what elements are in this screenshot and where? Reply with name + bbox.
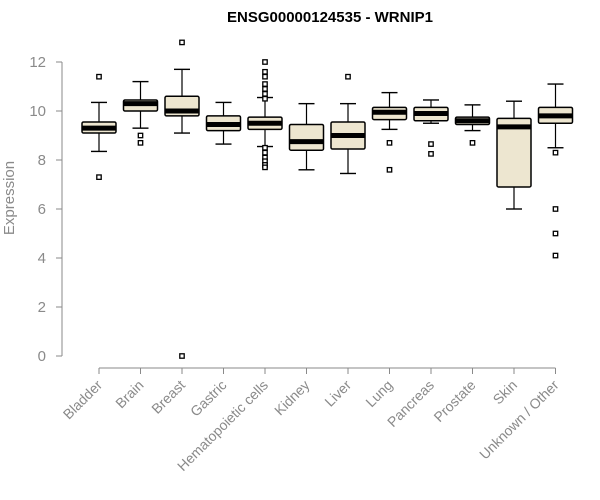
outlier-point [386,139,393,146]
x-tick-label: Lung [362,377,395,410]
box-group [164,39,200,359]
x-tick-label: Prostate [430,377,478,425]
y-tick-label: 0 [38,348,46,365]
chart-title: ENSG00000124535 - WRNIP1 [227,9,433,26]
outlier-point [262,95,268,102]
outlier-point [386,166,393,173]
outlier-point [428,141,434,147]
x-tick-label: Skin [490,377,521,408]
y-axis-label: Expression [1,161,18,235]
outlier-point [96,174,102,180]
box-group [371,91,408,173]
outlier-point [262,91,268,97]
outlier-point [262,144,268,151]
y-tick-label: 8 [38,152,46,169]
box-group [454,104,491,146]
outlier-point [262,59,268,65]
y-tick-label: 10 [29,103,46,120]
x-tick-label: Unknown / Other [476,377,562,463]
plot-area [81,39,574,359]
box [496,117,532,188]
outlier-point [552,149,559,156]
y-tick-label: 6 [38,201,46,218]
box-group [537,83,574,259]
box-group [122,80,159,146]
outlier-point [262,68,268,75]
outlier-point [262,81,268,87]
x-tick-label: Brain [112,377,146,411]
outlier-point [96,73,102,80]
box-group [413,99,449,157]
x-tick-label: Kidney [271,377,313,419]
outlier-point [262,86,268,92]
x-tick-label: Breast [148,377,188,417]
outlier-point [262,73,268,80]
box-group [81,73,117,180]
outlier-point [179,353,185,359]
box-group [288,102,325,171]
box-group [205,101,242,145]
outlier-point [137,132,144,139]
x-tick-label: Liver [321,377,354,410]
outlier-point [345,73,351,80]
outlier-point [552,206,559,212]
outlier-point [428,151,434,157]
outlier-point [137,139,144,146]
box-group [330,73,366,175]
box [288,123,325,151]
outlier-point [469,139,476,146]
outlier-point [262,164,268,171]
outlier-point [552,230,559,237]
x-tick-label: Bladder [60,377,106,423]
y-tick-label: 12 [29,54,46,71]
y-tick-label: 4 [38,250,46,267]
outlier-point [552,252,559,259]
outlier-point [262,149,268,156]
y-tick-label: 2 [38,299,46,316]
box-group [247,59,283,171]
outlier-point [179,39,185,46]
box-group [496,100,532,210]
